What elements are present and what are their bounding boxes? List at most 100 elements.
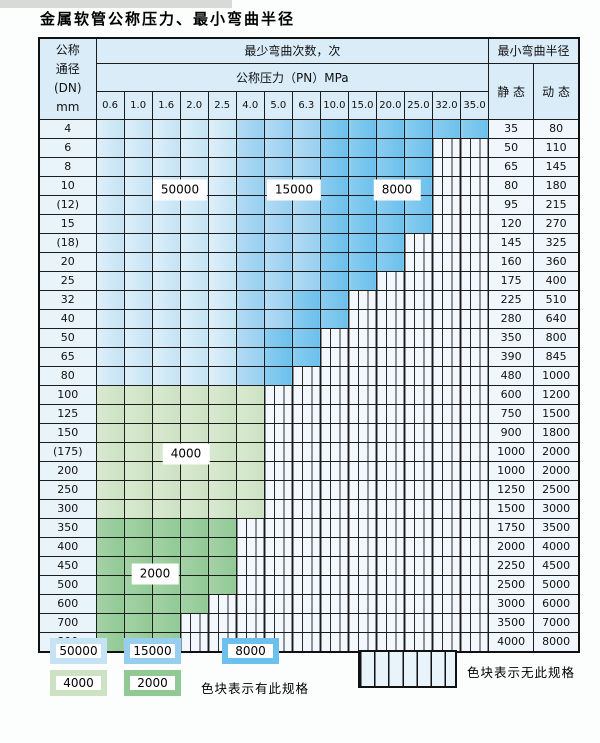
grid-cell-b3 bbox=[347, 213, 377, 234]
grid-cell-b3 bbox=[347, 175, 377, 196]
grid-cell-b1 bbox=[95, 327, 125, 348]
grid-cell-b2 bbox=[263, 137, 293, 158]
grid-cell-no-spec bbox=[403, 593, 433, 614]
grid-cell-g1 bbox=[179, 479, 209, 500]
grid-cell-b1 bbox=[95, 175, 125, 196]
grid-cell-no-spec bbox=[403, 479, 433, 500]
grid-cell-no-spec bbox=[375, 555, 405, 576]
grid-cell-b3 bbox=[319, 175, 349, 196]
grid-cell-g2 bbox=[179, 536, 209, 557]
grid-cell-b1 bbox=[123, 251, 153, 272]
grid-cell-g1 bbox=[123, 403, 153, 424]
table-row: 8 65 145 bbox=[38, 156, 580, 177]
scan-artifact-strip bbox=[0, 0, 232, 8]
grid-cell-no-spec bbox=[179, 631, 209, 652]
pressure-col-35.0: 35.0 bbox=[459, 90, 490, 120]
grid-cell-b3 bbox=[431, 118, 461, 139]
grid-cell-b3 bbox=[403, 118, 433, 139]
grid-cell-b3 bbox=[403, 213, 433, 234]
table-row: 250 1250 2500 bbox=[38, 479, 580, 500]
grid-cell-b1 bbox=[207, 251, 237, 272]
dynamic-value-cell: 1500 bbox=[533, 403, 580, 424]
pressure-col-1.0: 1.0 bbox=[123, 90, 153, 120]
grid-cell-no-spec bbox=[459, 308, 490, 329]
grid-cell-b1 bbox=[207, 118, 237, 139]
grid-cell-b2 bbox=[235, 270, 265, 291]
static-value-cell: 1500 bbox=[488, 498, 535, 519]
dynamic-value-cell: 325 bbox=[533, 232, 580, 253]
dynamic-value-cell: 400 bbox=[533, 270, 580, 291]
static-value-cell: 3000 bbox=[488, 593, 535, 614]
grid-cell-b2 bbox=[263, 308, 293, 329]
grid-cell-b3 bbox=[319, 232, 349, 253]
dynamic-value-cell: 3500 bbox=[533, 517, 580, 538]
grid-cell-no-spec bbox=[459, 175, 490, 196]
grid-cell-no-spec bbox=[431, 289, 461, 310]
grid-cell-g1 bbox=[207, 441, 237, 462]
grid-cell-b1 bbox=[95, 137, 125, 158]
grid-cell-no-spec bbox=[347, 574, 377, 595]
dn-cell: 32 bbox=[38, 289, 97, 310]
grid-cell-b1 bbox=[179, 251, 209, 272]
header-dn-line: 通径 bbox=[55, 61, 80, 76]
grid-cell-no-spec bbox=[431, 308, 461, 329]
grid-cell-no-spec bbox=[459, 346, 490, 367]
grid-cell-b2 bbox=[291, 118, 321, 139]
grid-cell-b1 bbox=[95, 308, 125, 329]
grid-cell-no-spec bbox=[375, 422, 405, 443]
grid-cell-no-spec bbox=[431, 479, 461, 500]
table-row: 350 1750 3500 bbox=[38, 517, 580, 538]
grid-cell-no-spec bbox=[319, 574, 349, 595]
grid-cell-g1 bbox=[123, 498, 153, 519]
grid-cell-no-spec bbox=[347, 536, 377, 557]
grid-cell-no-spec bbox=[459, 536, 490, 557]
pressure-col-1.6: 1.6 bbox=[151, 90, 181, 120]
grid-cell-no-spec bbox=[431, 631, 461, 652]
grid-cell-no-spec bbox=[431, 555, 461, 576]
dynamic-value-cell: 5000 bbox=[533, 574, 580, 595]
static-value-cell: 95 bbox=[488, 194, 535, 215]
static-value-cell: 3500 bbox=[488, 612, 535, 633]
grid-cell-g2 bbox=[207, 574, 237, 595]
grid-cell-no-spec bbox=[459, 612, 490, 633]
legend-no-spec-text: 色块表示无此规格 bbox=[467, 665, 576, 680]
dn-cell: (12) bbox=[38, 194, 97, 215]
grid-cell-no-spec bbox=[431, 422, 461, 443]
grid-cell-g1 bbox=[151, 460, 181, 481]
grid-cell-no-spec bbox=[431, 346, 461, 367]
header-dn-line: 公称 bbox=[55, 42, 80, 57]
grid-cell-b3 bbox=[291, 346, 321, 367]
grid-cell-b2 bbox=[263, 118, 293, 139]
grid-cell-b1 bbox=[95, 232, 125, 253]
grid-cell-no-spec bbox=[319, 555, 349, 576]
zone-label-15000: 15000 bbox=[266, 179, 322, 201]
table-row: 4 35 80 bbox=[38, 118, 580, 139]
grid-cell-b3 bbox=[375, 156, 405, 177]
dynamic-value-cell: 1000 bbox=[533, 365, 580, 386]
grid-cell-no-spec bbox=[403, 422, 433, 443]
legend-swatch-8000: 8000 bbox=[222, 638, 279, 664]
grid-cell-no-spec bbox=[347, 365, 377, 386]
grid-cell-b2 bbox=[235, 137, 265, 158]
grid-cell-no-spec bbox=[431, 403, 461, 424]
page-title: 金属软管公称压力、最小弯曲半径 bbox=[40, 10, 296, 28]
dynamic-value-cell: 360 bbox=[533, 251, 580, 272]
grid-cell-g1 bbox=[207, 384, 237, 405]
grid-cell-b1 bbox=[151, 137, 181, 158]
grid-cell-no-spec bbox=[459, 403, 490, 424]
grid-cell-no-spec bbox=[319, 612, 349, 633]
dynamic-value-cell: 845 bbox=[533, 346, 580, 367]
grid-cell-no-spec bbox=[431, 251, 461, 272]
grid-cell-b3 bbox=[291, 308, 321, 329]
grid-cell-g1 bbox=[151, 498, 181, 519]
grid-cell-g1 bbox=[123, 441, 153, 462]
header-static: 静 态 bbox=[488, 62, 535, 120]
dn-cell: 150 bbox=[38, 422, 97, 443]
grid-cell-b1 bbox=[151, 156, 181, 177]
grid-cell-g2 bbox=[95, 536, 125, 557]
grid-cell-b2 bbox=[263, 156, 293, 177]
grid-cell-b1 bbox=[151, 289, 181, 310]
static-value-cell: 1000 bbox=[488, 441, 535, 462]
grid-cell-b3 bbox=[319, 213, 349, 234]
grid-cell-no-spec bbox=[235, 555, 265, 576]
